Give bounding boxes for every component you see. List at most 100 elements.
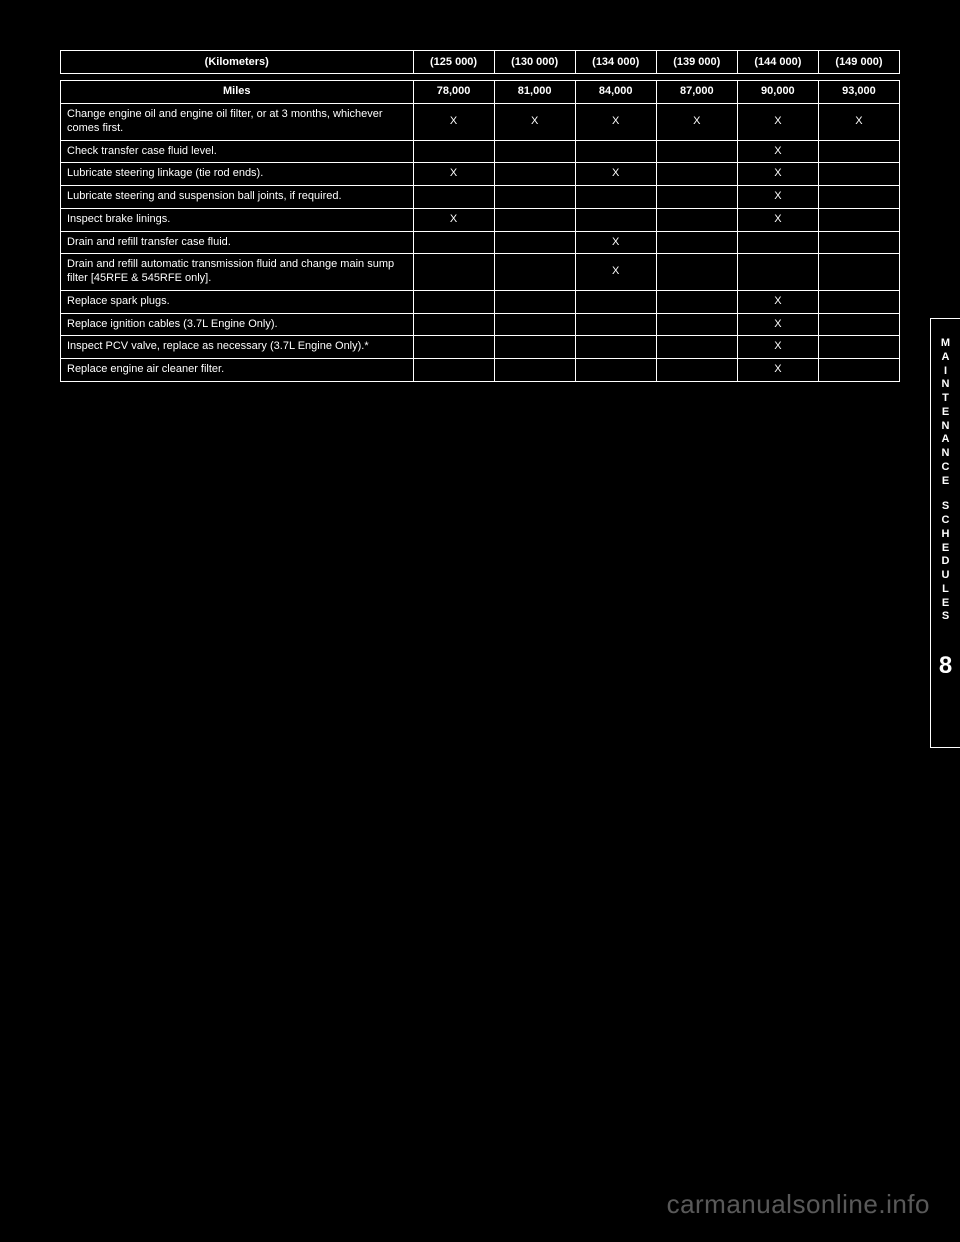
row-mark — [818, 336, 899, 359]
row-mark: X — [575, 231, 656, 254]
row-mark — [656, 208, 737, 231]
col-head-87000: 87,000 — [656, 81, 737, 104]
row-mark — [818, 290, 899, 313]
row-label: Lubricate steering linkage (tie rod ends… — [61, 163, 414, 186]
tab-letter: M — [941, 337, 950, 351]
tab-letter: H — [942, 528, 950, 542]
tab-letter: N — [942, 378, 950, 392]
row-label: Drain and refill automatic transmission … — [61, 254, 414, 291]
col-head-84000: 84,000 — [575, 81, 656, 104]
table-row: Drain and refill automatic transmission … — [61, 254, 900, 291]
row-mark: X — [575, 163, 656, 186]
table-row: Inspect brake linings. X X — [61, 208, 900, 231]
tab-letter: I — [944, 365, 947, 379]
row-mark — [494, 336, 575, 359]
row-mark: X — [737, 359, 818, 382]
header-unit-c3: (130 000) — [494, 51, 575, 74]
row-mark — [413, 254, 494, 291]
row-mark — [494, 313, 575, 336]
row-mark — [413, 231, 494, 254]
tab-letter: S — [942, 610, 949, 624]
col-head-81000: 81,000 — [494, 81, 575, 104]
row-mark: X — [737, 313, 818, 336]
row-mark — [818, 254, 899, 291]
header-unit-c4: (134 000) — [575, 51, 656, 74]
table-row: Lubricate steering and suspension ball j… — [61, 186, 900, 209]
row-mark — [656, 313, 737, 336]
col-head-93000: 93,000 — [818, 81, 899, 104]
table-row: Change engine oil and engine oil filter,… — [61, 104, 900, 141]
row-mark — [494, 231, 575, 254]
row-mark: X — [737, 336, 818, 359]
row-mark — [656, 231, 737, 254]
row-mark — [656, 359, 737, 382]
row-mark — [818, 359, 899, 382]
row-mark — [575, 313, 656, 336]
row-label: Drain and refill transfer case fluid. — [61, 231, 414, 254]
tab-word-maintenance: M A I N T E N A N C E S C H E D U L E S — [941, 337, 950, 624]
row-mark — [818, 140, 899, 163]
tab-letter: E — [942, 597, 949, 611]
table-row: Lubricate steering linkage (tie rod ends… — [61, 163, 900, 186]
row-mark — [656, 186, 737, 209]
row-mark — [818, 208, 899, 231]
table-header-row: Miles 78,000 81,000 84,000 87,000 90,000… — [61, 81, 900, 104]
row-mark: X — [656, 104, 737, 141]
row-mark — [575, 336, 656, 359]
row-mark: X — [737, 163, 818, 186]
row-mark — [413, 290, 494, 313]
row-mark — [818, 163, 899, 186]
table-row: Drain and refill transfer case fluid. X — [61, 231, 900, 254]
tab-letter: T — [942, 392, 949, 406]
col-head-78000: 78,000 — [413, 81, 494, 104]
tab-letter: N — [942, 420, 950, 434]
row-mark: X — [737, 140, 818, 163]
row-label: Check transfer case fluid level. — [61, 140, 414, 163]
row-mark: X — [575, 104, 656, 141]
row-mark — [737, 254, 818, 291]
row-mark — [575, 186, 656, 209]
row-mark — [413, 186, 494, 209]
tab-letter: A — [942, 351, 950, 365]
row-mark — [413, 359, 494, 382]
row-mark — [413, 336, 494, 359]
header-unit-c6: (144 000) — [737, 51, 818, 74]
row-mark — [656, 254, 737, 291]
tab-letter: E — [942, 406, 949, 420]
row-mark — [494, 254, 575, 291]
maintenance-table: Miles 78,000 81,000 84,000 87,000 90,000… — [60, 80, 900, 382]
header-unit-c7: (149 000) — [818, 51, 899, 74]
col-head-miles: Miles — [61, 81, 414, 104]
tab-letter: E — [942, 542, 949, 556]
header-unit-c5: (139 000) — [656, 51, 737, 74]
tab-letter: S — [942, 500, 949, 514]
row-mark — [575, 359, 656, 382]
row-mark — [494, 290, 575, 313]
row-mark — [494, 140, 575, 163]
row-mark — [575, 290, 656, 313]
table-row: Replace ignition cables (3.7L Engine Onl… — [61, 313, 900, 336]
table-row: Inspect PCV valve, replace as necessary … — [61, 336, 900, 359]
table-row: Check transfer case fluid level. X — [61, 140, 900, 163]
row-label: Replace ignition cables (3.7L Engine Onl… — [61, 313, 414, 336]
row-mark: X — [494, 104, 575, 141]
row-mark — [575, 140, 656, 163]
row-label: Replace spark plugs. — [61, 290, 414, 313]
row-mark — [656, 140, 737, 163]
row-mark: X — [737, 104, 818, 141]
tab-letter: D — [942, 555, 950, 569]
header-units-row: (Kilometers) (125 000) (130 000) (134 00… — [60, 50, 900, 74]
row-mark — [818, 186, 899, 209]
row-mark — [494, 359, 575, 382]
row-label: Inspect PCV valve, replace as necessary … — [61, 336, 414, 359]
row-label: Replace engine air cleaner filter. — [61, 359, 414, 382]
row-mark — [494, 163, 575, 186]
row-mark: X — [575, 254, 656, 291]
row-mark — [575, 208, 656, 231]
row-mark: X — [413, 163, 494, 186]
row-mark — [818, 231, 899, 254]
row-mark — [656, 163, 737, 186]
row-mark: X — [818, 104, 899, 141]
row-mark — [413, 313, 494, 336]
row-mark: X — [413, 208, 494, 231]
